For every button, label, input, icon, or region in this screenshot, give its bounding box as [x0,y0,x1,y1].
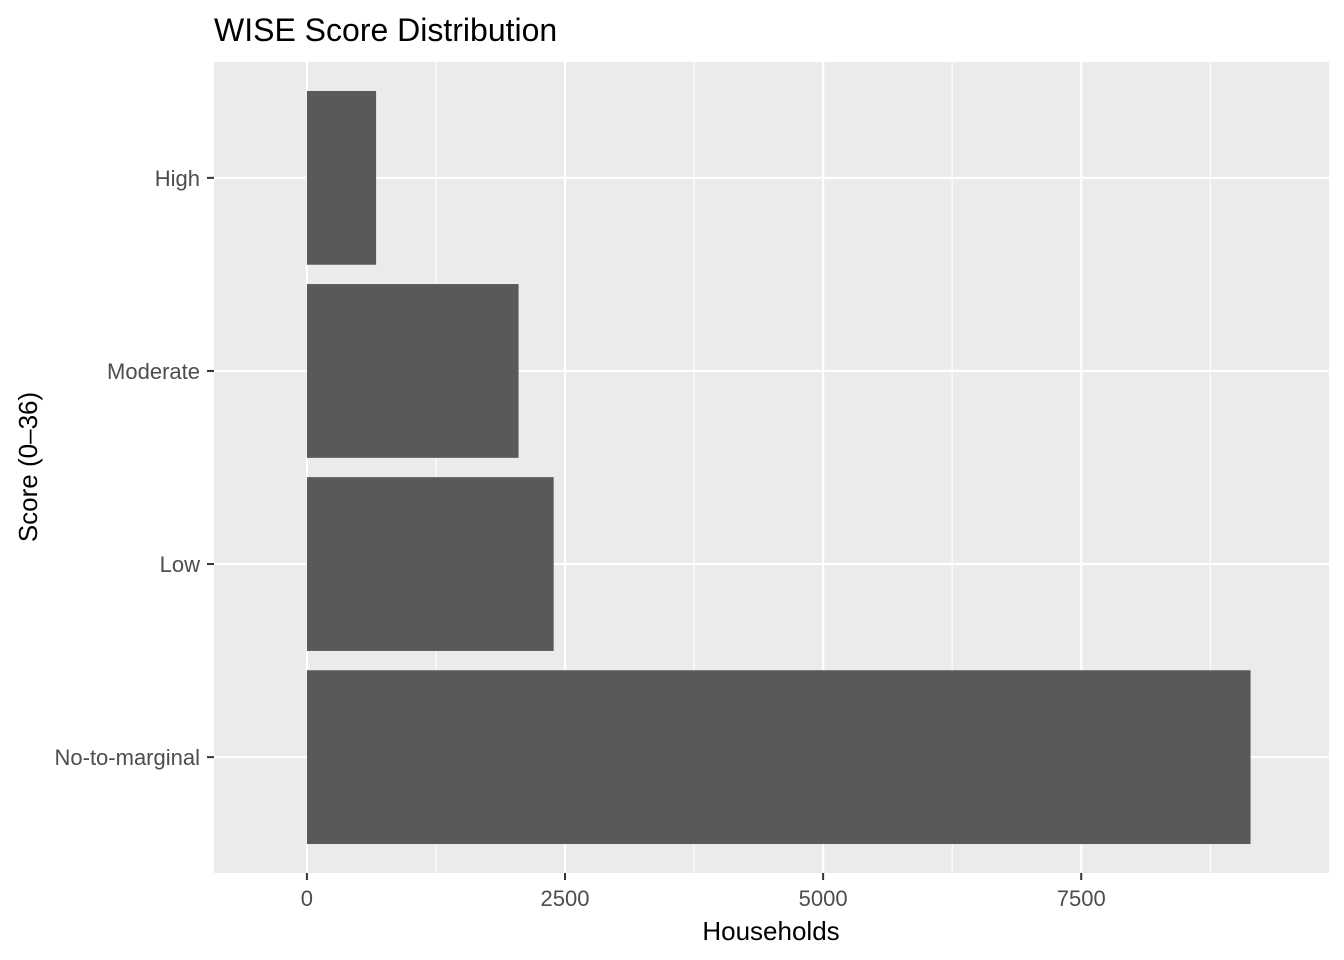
x-axis: 0 2500 5000 7500 [301,873,1106,911]
x-axis-title: Households [702,916,839,946]
x-tick-label: 0 [301,886,313,911]
x-tick-label: 2500 [541,886,590,911]
x-tick-label: 5000 [799,886,848,911]
bar-moderate [306,284,519,458]
y-axis: No-to-marginal Low Moderate High [55,166,214,770]
y-axis-title: Score (0–36) [13,392,43,542]
y-tick-label: No-to-marginal [55,745,201,770]
y-tick-label: Moderate [107,359,200,384]
bar-high [306,90,377,265]
x-tick-label: 7500 [1057,886,1106,911]
chart-title: WISE Score Distribution [214,12,557,48]
y-tick-label: High [155,166,200,191]
bar-no-to-marginal [306,670,1251,845]
y-tick-label: Low [160,552,200,577]
bar-low [306,477,554,651]
bars [306,90,1251,845]
